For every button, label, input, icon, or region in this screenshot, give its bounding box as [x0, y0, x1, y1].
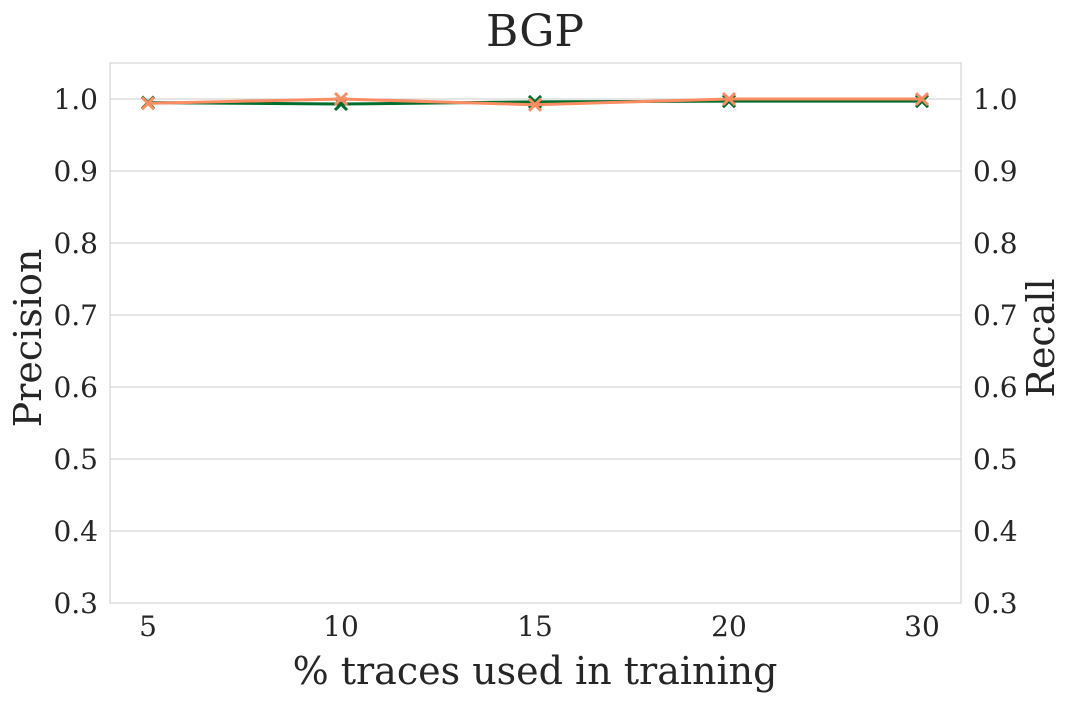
y-tick-label-right: 0.4 [973, 515, 1018, 548]
data-point-2 [527, 97, 543, 112]
data-point-1 [721, 94, 737, 109]
data-point-2 [140, 96, 156, 111]
x-tick-label: 5 [139, 610, 157, 643]
data-point-2 [333, 91, 349, 107]
y-tick-label-right: 0.8 [973, 227, 1018, 260]
y-tick-label-left: 0.4 [53, 515, 98, 548]
y-tick-label-left: 0.5 [53, 443, 98, 476]
y-tick-label-right: 0.5 [973, 443, 1018, 476]
y-tick-label-left: 0.6 [53, 371, 98, 404]
x-axis: 5 10 15 20 30 [139, 610, 940, 643]
y-axis-right: 0.3 0.4 0.5 0.6 0.7 0.8 0.9 1.0 [973, 83, 1018, 620]
y-axis-left: 0.3 0.4 0.5 0.6 0.7 0.8 0.9 1.0 [53, 83, 98, 620]
y-axis-label-left: Precision [6, 249, 50, 428]
y-tick-label-right: 0.7 [973, 299, 1018, 332]
y-tick-label-right: 0.9 [973, 155, 1018, 188]
y-tick-label-left: 0.8 [53, 227, 98, 260]
y-tick-label-left: 0.9 [53, 155, 98, 188]
x-tick-label: 20 [711, 610, 747, 643]
chart-title: BGP [486, 6, 584, 57]
y-tick-label-right: 0.3 [973, 587, 1018, 620]
x-axis-label: % traces used in training [293, 649, 778, 693]
y-tick-label-right: 0.6 [973, 371, 1018, 404]
plot-frame [109, 62, 962, 604]
y-tick-label-right: 1.0 [973, 83, 1018, 116]
series-layer [140, 91, 930, 112]
y-tick-label-left: 0.3 [53, 587, 98, 620]
y-tick-label-left: 1.0 [53, 83, 98, 116]
y-tick-label-left: 0.7 [53, 299, 98, 332]
data-point-1 [914, 94, 930, 109]
x-tick-label: 10 [323, 610, 359, 643]
data-point-2 [914, 91, 930, 107]
y-axis-label-right: Recall [1019, 278, 1063, 397]
data-point-2 [721, 91, 737, 107]
x-tick-label: 30 [904, 610, 940, 643]
gridlines [110, 98, 961, 604]
x-tick-label: 15 [517, 610, 553, 643]
